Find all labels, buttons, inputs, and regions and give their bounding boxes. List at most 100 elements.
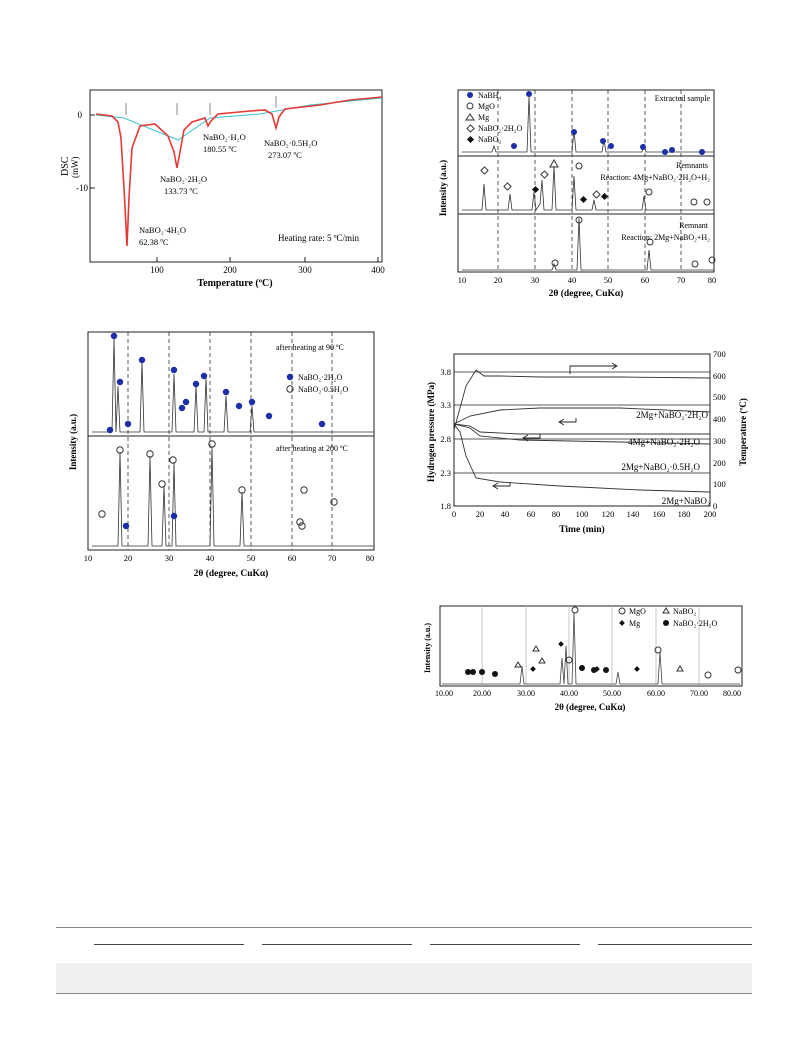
legend-mgo: MgO (478, 102, 495, 111)
xtick: 80 (366, 553, 375, 563)
xtick: 100 (576, 509, 589, 519)
pressure-ylabel-right: Temperature (ºC) (738, 398, 748, 466)
label-2mg-2h2o: 2Mg+NaBO₂·2H₂O (636, 410, 708, 420)
dsc-ytick: 0 (78, 110, 83, 120)
xtick: 60 (288, 553, 297, 563)
nabo2-markers (531, 185, 609, 204)
table-group-rule (262, 944, 412, 945)
xtick: 40 (206, 553, 215, 563)
label-2mg-05h2o: 2Mg+NaBO₂·0.5H₂O (621, 462, 700, 472)
xtick: 60.00 (647, 689, 665, 698)
xrd-products-plot: NaBH₄ MgO Mg NaBO₂·2H₂O NaBO₂ Extracted … (438, 89, 717, 299)
xrd-xtick: 50 (604, 275, 613, 285)
xrd-xtick: 60 (641, 275, 650, 285)
xrd-frame (457, 89, 715, 273)
xrd-xtick: 10 (458, 275, 467, 285)
ytick-right: 500 (713, 392, 726, 402)
peak-species: NaBO₂·2H₂O (160, 174, 207, 184)
legend-e-mg: Mg (629, 619, 640, 628)
ytick-left: 1.8 (440, 501, 451, 511)
table-band (56, 963, 752, 993)
nabh4-markers (511, 91, 705, 155)
ytick-right: 400 (713, 414, 726, 424)
nabo2-2h2o-markers (480, 166, 601, 199)
legend-c-05h2o: NaBO₂·0.5H₂O (298, 385, 348, 394)
xrd-xtick: 80 (708, 275, 717, 285)
curve-2mg-05h2o (453, 423, 711, 445)
dsc-xtick: 400 (371, 265, 385, 275)
dsc-heating-rate: Heating rate: 5 ºC/min (278, 233, 360, 243)
peak-species: NaBO₂·H₂O (203, 132, 246, 142)
xrd-xlabel: 2θ (degree, CuKα) (549, 288, 624, 299)
xtick: 30 (165, 553, 174, 563)
mg-markers-e (530, 641, 640, 672)
dsc-ytick: -10 (76, 183, 88, 193)
xtick: 50.00 (603, 689, 621, 698)
pressure-xlabel: Time (min) (559, 524, 604, 535)
xtick: 80 (552, 509, 561, 519)
dsc-frame (89, 89, 383, 263)
ytick-right: 0 (713, 501, 717, 511)
pressure-plot: 2Mg+NaBO₂·2H₂O 4Mg+NaBO₂·2H₂O 2Mg+NaBO₂·… (426, 349, 748, 535)
dsc-plot: DSC (mW) 0 -10 100 200 300 400 Temperatu… (60, 89, 385, 289)
figure-xrd-heating: NaBO₂·2H₂O NaBO₂·0.5H₂O after heating at… (64, 326, 390, 586)
xtick: 70 (328, 553, 337, 563)
label-extracted: Extracted sample (655, 94, 711, 103)
peak-temp: 180.55 ºC (203, 144, 237, 154)
xtick: 200 (704, 509, 717, 519)
ytick-right: 600 (713, 371, 726, 381)
xtick: 30.00 (517, 689, 535, 698)
mgo-markers (551, 162, 716, 268)
ytick-left: 2.8 (440, 434, 451, 444)
peak-temp: 133.73 ºC (164, 186, 198, 196)
xrd-xtick: 20 (494, 275, 503, 285)
dsc-xlabel: Temperature (ºC) (197, 278, 272, 289)
dsc-yunit: (mW) (70, 157, 80, 179)
trace-90c (92, 337, 374, 433)
peak-temp: 62.38 ºC (139, 237, 169, 247)
xrd-xtick: 30 (531, 275, 540, 285)
ytick-left: 3.3 (440, 400, 451, 410)
label-90c: after heating at 90 ºC (276, 343, 344, 352)
table-group-rule (430, 944, 580, 945)
xrd-trace-2mg (462, 217, 714, 271)
xrd-heating-xlabel: 2θ (degree, CuKα) (194, 568, 269, 579)
peak-species: NaBO₂·4H₂O (139, 225, 186, 235)
legend-nabo2: NaBO₂ (478, 135, 501, 144)
ytick-right: 200 (713, 458, 726, 468)
xtick: 10 (84, 553, 93, 563)
label-2mg-nabo2: 2Mg+NaBO₂ (662, 496, 710, 506)
label-reaction-2mg: Reaction: 2Mg+NaBO₂+H₂ (621, 233, 710, 242)
xrd-single-xlabel: 2θ (degree, CuKα) (555, 702, 626, 712)
xrd-heating-ylabel: Intensity (a.u.) (68, 414, 78, 470)
xtick: 0 (452, 509, 456, 519)
xtick: 70.00 (690, 689, 708, 698)
xrd-single-ylabel: Intensity (a.u.) (423, 623, 432, 673)
xtick: 40.00 (560, 689, 578, 698)
xrd-ylabel: Intensity (a.u.) (438, 160, 448, 216)
xrd-single-trace (442, 611, 740, 685)
label-reaction-4mg: Reaction: 4Mg+NaBO₂·2H₂O+H₂ (600, 173, 710, 182)
label-200c: after heating at 200 ºC (276, 444, 348, 453)
mgo-markers-e (565, 606, 742, 679)
xtick: 40 (501, 509, 510, 519)
mg-marker (549, 158, 559, 168)
nabo2-markers-e (514, 645, 684, 672)
ytick-right: 300 (713, 436, 726, 446)
xtick: 50 (247, 553, 256, 563)
xtick: 120 (602, 509, 615, 519)
curve-2mg-2h2o (453, 407, 711, 425)
xtick: 140 (627, 509, 640, 519)
dsc-xtick: 100 (150, 265, 164, 275)
xrd-single-frame (439, 605, 743, 687)
dsc-baseline (95, 97, 383, 141)
xrd-xtick: 70 (677, 275, 686, 285)
ytick-left: 2.3 (440, 468, 451, 478)
xtick: 180 (678, 509, 691, 519)
legend-e-2h2o: NaBO₂·2H₂O (673, 619, 717, 628)
trace-200c (92, 445, 374, 547)
figure-dsc: DSC (mW) 0 -10 100 200 300 400 Temperatu… (60, 78, 390, 296)
table-bottom-rule (56, 993, 752, 994)
ytick-right: 700 (713, 349, 726, 359)
peak-species: NaBO₂·0.5H₂O (264, 138, 317, 148)
